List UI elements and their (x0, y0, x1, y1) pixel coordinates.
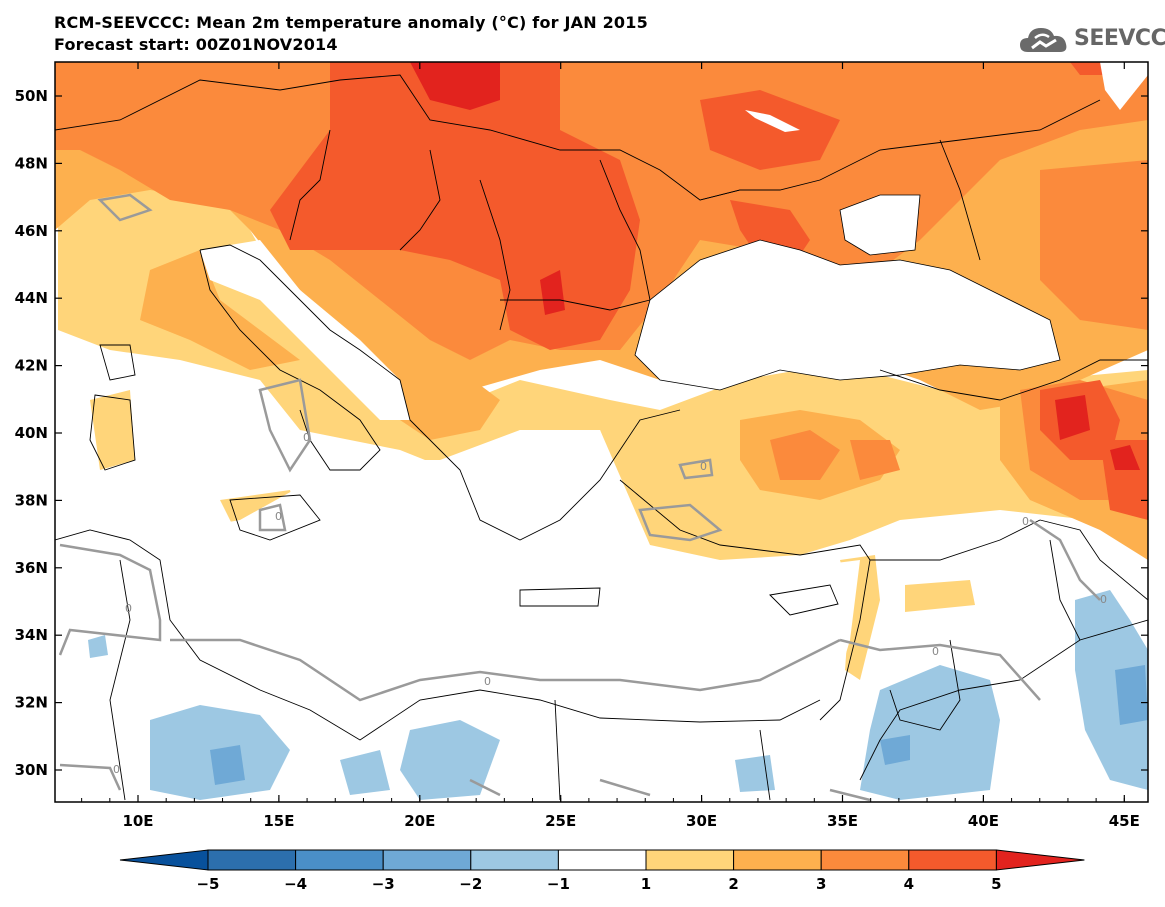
latitude-axis: 50N 48N 46N 44N 42N 40N 38N 36N 34N 32N 30N (15, 87, 1148, 779)
lat-label: 42N (15, 357, 48, 375)
cloud-icon (1020, 28, 1067, 52)
lat-label: 50N (15, 87, 48, 105)
lat-label: 46N (15, 222, 48, 240)
zero-contours (58, 193, 1101, 802)
colorbar-label: −2 (459, 875, 482, 893)
colorbar-label: 4 (904, 875, 914, 893)
contour-label: 0 (303, 431, 310, 444)
lon-label: 20E (404, 812, 435, 830)
lat-label: 44N (15, 289, 48, 307)
colorbar-label: −5 (196, 875, 219, 893)
lon-label: 35E (827, 812, 858, 830)
lon-label: 25E (545, 812, 576, 830)
logo-text: SEEVCCC (1074, 26, 1165, 51)
contour-label: 0 (484, 675, 491, 688)
contour-label: 0 (1100, 593, 1107, 606)
colorbar-segment (908, 849, 997, 871)
longitude-axis: 10E 15E 20E 25E 30E 35E 40E 45E (81, 62, 1140, 830)
seevccc-logo: SEEVCCC (1018, 22, 1165, 58)
colorbar-segment (382, 849, 472, 871)
colorbar-label: 5 (991, 875, 1001, 893)
lon-label: 15E (263, 812, 294, 830)
anomaly-field (55, 62, 1148, 802)
map-frame (54, 61, 1149, 803)
lat-label: 36N (15, 559, 48, 577)
lon-label: 30E (686, 812, 717, 830)
colorbar-label: 1 (641, 875, 651, 893)
colorbar-segment (733, 849, 822, 871)
contour-label: 0 (1022, 515, 1029, 528)
colorbar-segment (470, 849, 559, 871)
lon-label: 45E (1109, 812, 1140, 830)
colorbar-segment (295, 849, 384, 871)
lon-label: 10E (122, 812, 153, 830)
contour-label: 0 (113, 763, 120, 776)
contour-label: 0 (932, 645, 939, 658)
colorbar-label: −4 (284, 875, 307, 893)
lat-label: 30N (15, 761, 48, 779)
colorbar-segment (995, 849, 1085, 871)
lat-label: 32N (15, 694, 48, 712)
forecast-start: Forecast start: 00Z01NOV2014 (54, 35, 338, 54)
contour-label: 0 (275, 510, 282, 523)
lat-label: 38N (15, 491, 48, 509)
colorbar-segment (645, 849, 735, 871)
colorbar-label: 3 (816, 875, 826, 893)
colorbar-label: 2 (728, 875, 738, 893)
colorbar-segment (119, 849, 209, 871)
lat-label: 34N (15, 626, 48, 644)
colorbar-label: −1 (547, 875, 570, 893)
lat-label: 48N (15, 154, 48, 172)
colorbar-segment (207, 849, 297, 871)
coastlines-borders (55, 74, 1148, 801)
colorbar-segment (557, 849, 647, 871)
map-title: RCM-SEEVCCC: Mean 2m temperature anomaly… (54, 13, 648, 32)
contour-labels: 0 0 0 0 0 0 0 0 0 (113, 431, 1107, 776)
colorbar: −5 −4 −3 −2 −1 1 2 3 4 5 (119, 849, 1085, 893)
lat-label: 40N (15, 424, 48, 442)
colorbar-segment (820, 849, 910, 871)
colorbar-label: −3 (372, 875, 395, 893)
contour-label: 0 (125, 602, 132, 615)
contour-label: 0 (700, 460, 707, 473)
lon-label: 40E (968, 812, 999, 830)
